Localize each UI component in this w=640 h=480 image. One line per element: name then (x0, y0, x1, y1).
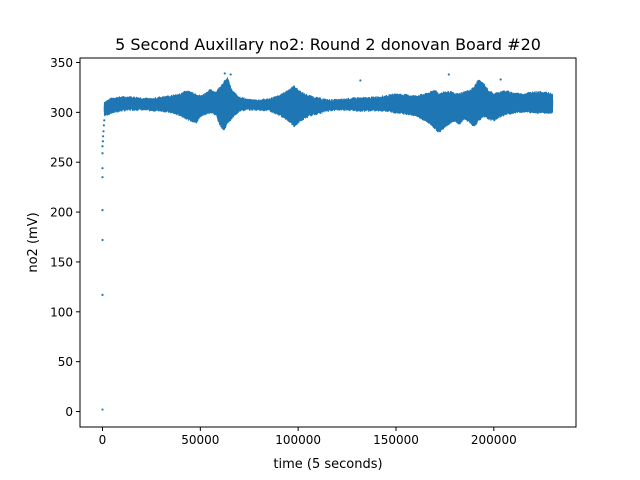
data-point (101, 152, 104, 155)
plot-frame (79, 57, 577, 428)
x-tick-label: 150000 (373, 433, 419, 447)
data-point-outlier (499, 78, 502, 81)
data-points-layer (101, 72, 554, 411)
data-point (101, 408, 104, 411)
data-point (102, 130, 105, 133)
data-point-outlier (223, 72, 226, 75)
y-tick-label: 50 (58, 355, 73, 369)
y-tick-label: 300 (50, 106, 73, 120)
x-axis: 0 50000 100000 150000 200000 (99, 427, 517, 447)
data-point (101, 145, 104, 148)
y-tick-label: 100 (50, 305, 73, 319)
x-axis-label: time (5 seconds) (273, 457, 382, 472)
data-point (102, 124, 105, 127)
data-point (101, 135, 105, 138)
data-point (101, 238, 104, 242)
y-tick-label: 350 (50, 56, 73, 70)
x-tick-label: 0 (99, 433, 107, 447)
data-point (101, 140, 104, 143)
y-tick-label: 0 (65, 405, 73, 419)
y-tick-label: 250 (50, 156, 73, 170)
data-point (103, 119, 106, 122)
data-point (101, 208, 104, 212)
data-point (101, 167, 104, 170)
data-point (101, 293, 104, 296)
x-tick-label: 100000 (275, 433, 321, 447)
plot-area (79, 57, 577, 428)
data-point-outlier (359, 79, 362, 82)
chart-title: 5 Second Auxillary no2: Round 2 donovan … (115, 35, 541, 54)
data-point (101, 176, 104, 179)
data-point-outlier (447, 73, 450, 76)
y-tick-label: 150 (50, 255, 73, 269)
y-axis-label: no2 (mV) (26, 212, 41, 272)
y-axis: 0 50 100 150 200 250 300 350 (50, 56, 80, 419)
x-tick-label: 50000 (181, 433, 219, 447)
y-tick-label: 200 (50, 206, 73, 220)
x-tick-label: 200000 (471, 433, 517, 447)
data-point-outlier (229, 73, 232, 76)
